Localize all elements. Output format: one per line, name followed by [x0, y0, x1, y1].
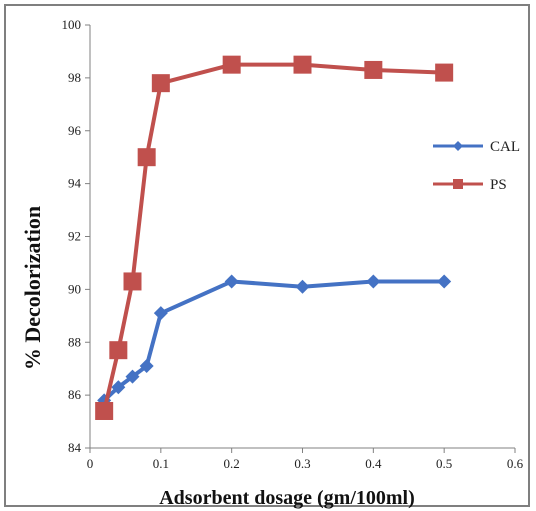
x-tick-label: 0.6 — [507, 456, 524, 471]
x-axis-title: Adsorbent dosage (gm/100ml) — [159, 487, 415, 509]
y-tick-label: 98 — [68, 70, 81, 85]
y-axis-title: % Decolorization — [20, 206, 45, 370]
legend-marker-cal — [453, 141, 463, 151]
legend-item-ps: PS — [433, 177, 507, 193]
data-point-cal — [224, 274, 239, 289]
data-point-ps — [151, 74, 170, 93]
series-line-cal — [102, 279, 445, 402]
legend: CAL PS — [433, 139, 520, 193]
x-tick-label: 0 — [87, 456, 94, 471]
series-line-ps — [102, 62, 445, 412]
x-tick-label: 0.3 — [294, 456, 310, 471]
data-point-cal — [437, 274, 452, 289]
y-tick-label: 100 — [62, 17, 82, 32]
y-tick-label: 92 — [68, 229, 81, 244]
chart-frame — [4, 4, 530, 507]
legend-label-cal: CAL — [490, 139, 520, 155]
data-point-ps — [109, 341, 128, 360]
ticks: 84 86 88 90 92 94 96 98 100 0 0.1 0.2 0.3 0.4 0.5 0.6 — [62, 17, 524, 471]
y-tick-label: 90 — [68, 281, 81, 296]
x-tick-label: 0.5 — [436, 456, 452, 471]
legend-item-cal: CAL — [433, 139, 520, 155]
y-tick-label: 84 — [68, 440, 82, 455]
data-point-cal — [111, 380, 126, 395]
data-point-cal — [366, 274, 381, 289]
x-tick-label: 0.2 — [224, 456, 240, 471]
legend-label-ps: PS — [490, 177, 507, 193]
x-tick-label: 0.1 — [153, 456, 169, 471]
data-point-ps — [95, 401, 114, 420]
data-point-ps — [364, 60, 383, 79]
series-ps — [95, 55, 454, 420]
data-point-ps — [435, 63, 454, 82]
data-point-cal — [139, 359, 154, 374]
legend-marker-ps — [453, 179, 463, 189]
data-point-ps — [123, 272, 142, 291]
y-tick-label: 88 — [68, 334, 81, 349]
data-point-cal — [153, 306, 168, 321]
y-tick-label: 94 — [68, 176, 82, 191]
y-tick-label: 86 — [68, 387, 82, 402]
data-point-ps — [222, 55, 241, 74]
data-point-ps — [137, 148, 156, 167]
data-point-cal — [125, 369, 140, 384]
x-tick-label: 0.4 — [365, 456, 382, 471]
series-cal — [97, 274, 452, 408]
series-layer — [95, 55, 454, 420]
y-tick-label: 96 — [68, 123, 82, 138]
data-point-ps — [293, 55, 312, 74]
data-point-cal — [295, 279, 310, 294]
